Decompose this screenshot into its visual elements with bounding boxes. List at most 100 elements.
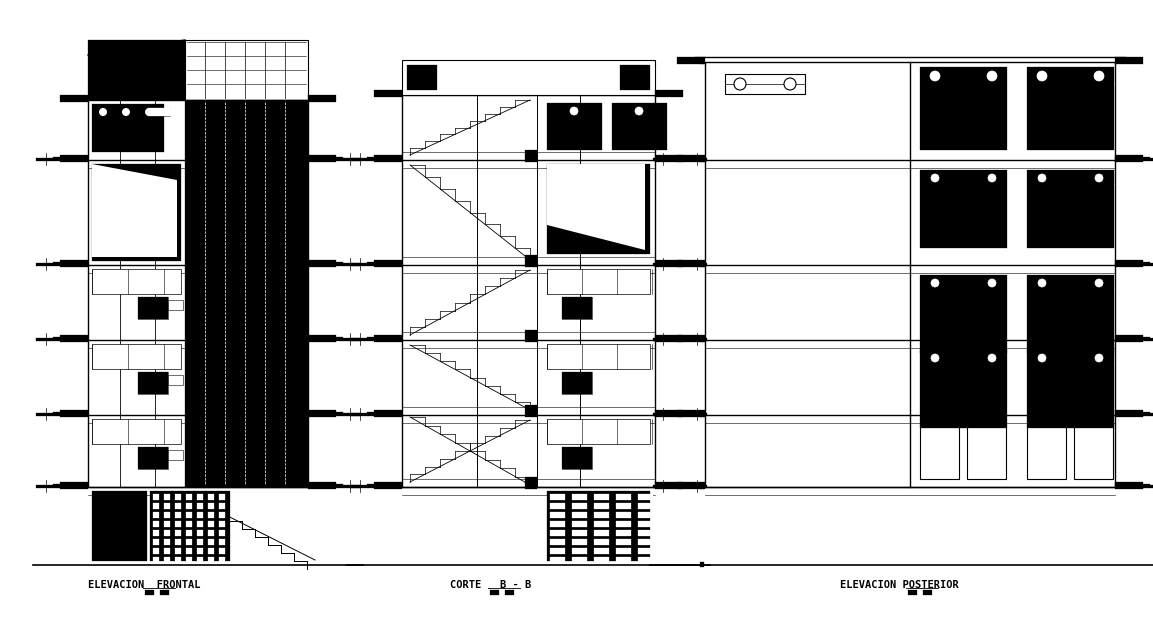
Bar [550,548,565,554]
Bar [525,150,537,162]
Bar [550,494,565,500]
Bar [594,557,609,563]
Bar [653,263,670,266]
Bar [219,494,225,500]
Bar [683,337,689,341]
Bar [1027,275,1114,353]
Bar [197,539,203,545]
Bar [36,158,53,161]
Bar [197,557,203,563]
Bar [653,158,670,161]
Bar [909,590,917,595]
Circle shape [1094,71,1105,81]
Circle shape [784,78,796,90]
Bar [88,40,184,100]
Bar [562,447,591,469]
Bar [208,557,214,563]
Bar [677,260,704,267]
Circle shape [930,71,940,81]
Bar [547,419,650,444]
Bar [164,512,169,518]
Bar [638,539,653,545]
Bar [367,412,374,416]
Bar [60,155,88,162]
Bar [88,100,308,487]
Bar [616,539,631,545]
Circle shape [168,108,176,116]
Bar [1027,67,1114,150]
Bar [164,530,169,536]
Bar [550,539,565,545]
Bar [572,557,587,563]
Bar [175,503,181,509]
Bar [638,530,653,536]
Bar [700,412,704,417]
Bar [175,548,181,554]
Circle shape [1038,174,1046,182]
Bar [36,485,53,488]
Bar [36,263,53,266]
Bar [550,530,565,536]
Bar [700,59,704,64]
Bar [655,90,683,97]
Bar [168,450,183,460]
Bar [342,413,360,416]
Bar [60,410,88,417]
Bar [164,539,169,545]
Bar [920,425,959,479]
Bar [562,372,591,394]
Bar [547,344,650,369]
Bar [60,335,88,342]
Bar [490,590,499,595]
Bar [138,447,168,469]
Bar [164,503,169,509]
Bar [402,60,655,95]
Bar [700,157,704,162]
Bar [550,521,565,527]
Bar [197,521,203,527]
Bar [197,503,203,509]
Bar [689,413,707,416]
Bar [557,227,587,249]
Bar [351,158,367,161]
Bar [677,410,704,417]
Bar [153,539,159,545]
Circle shape [145,108,153,116]
Polygon shape [92,164,178,257]
Bar [924,590,932,595]
Bar [92,269,181,294]
Bar [186,548,193,554]
Bar [655,155,683,162]
Bar [367,484,374,488]
Bar [1143,337,1150,341]
Bar [550,512,565,518]
Bar [53,484,60,488]
Bar [336,262,342,266]
Bar [920,67,1007,150]
Bar [572,494,587,500]
Bar [677,335,704,342]
Bar [1115,482,1143,489]
Bar [655,410,683,417]
Circle shape [930,174,939,182]
Bar [208,539,214,545]
Bar [638,548,653,554]
Bar [547,164,650,254]
Bar [525,477,537,489]
Bar [374,410,402,417]
Bar [336,484,342,488]
Bar [175,521,181,527]
Bar [677,57,704,64]
Bar [308,335,336,342]
Bar [308,260,336,267]
Bar [689,485,707,488]
Circle shape [99,108,107,116]
Bar [367,337,374,341]
Bar [572,512,587,518]
Bar [219,521,225,527]
Bar [186,512,193,518]
Circle shape [1095,174,1103,182]
Bar [145,590,155,595]
Bar [700,262,704,267]
Circle shape [1037,71,1047,81]
